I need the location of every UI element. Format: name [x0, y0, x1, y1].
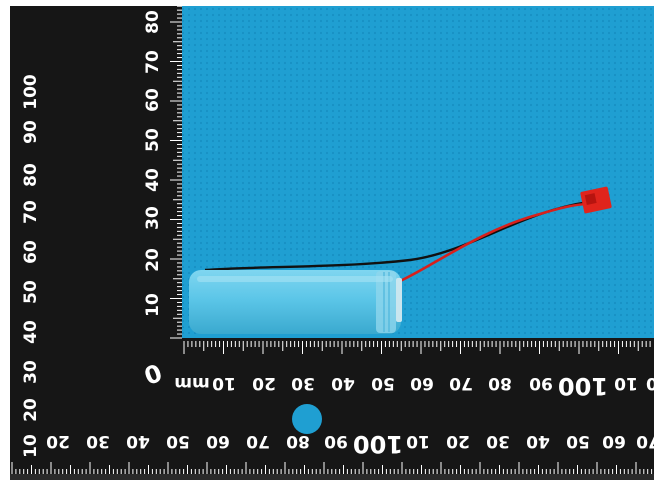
hruler-label: 40 — [331, 373, 355, 393]
bruler-label: 30 — [486, 431, 510, 451]
bruler-label: 100 — [353, 430, 403, 458]
lruler-label: 60 — [21, 240, 41, 264]
hruler-label: 20 — [252, 373, 276, 393]
bruler-label: 70 — [636, 431, 660, 451]
ruler-bottom-horizontal — [10, 338, 654, 476]
lruler-label: 10 — [21, 434, 41, 458]
hruler-label: 30 — [291, 373, 315, 393]
bruler-label: 10 — [406, 431, 430, 451]
vertical-ruler-ticks — [170, 5, 182, 339]
lruler-label: 50 — [21, 280, 41, 304]
hruler-label: 60 — [410, 373, 434, 393]
vruler-label: 50 — [143, 128, 163, 152]
bruler-label: 70 — [246, 431, 270, 451]
ruler-edge — [10, 474, 654, 480]
bruler-label: 20 — [446, 431, 470, 451]
bruler-label: 50 — [566, 431, 590, 451]
bruler-label: 20 — [46, 431, 70, 451]
lruler-label: 100 — [21, 74, 41, 110]
lruler-label: 20 — [21, 398, 41, 422]
bruler-label: 30 — [86, 431, 110, 451]
bottom-ruler-ticks — [11, 462, 653, 474]
bruler-label: 60 — [206, 431, 230, 451]
lruler-label: 30 — [21, 360, 41, 384]
lruler-label: 90 — [21, 120, 41, 144]
battery-cell — [189, 270, 402, 334]
hruler-label: 90 — [529, 373, 553, 393]
vruler-label: 60 — [143, 88, 163, 112]
ruler-hole — [292, 404, 322, 434]
hruler-label: 80 — [488, 373, 512, 393]
hruler-label: 100 — [558, 372, 608, 400]
vruler-label: 80 — [143, 10, 163, 34]
red-wire — [397, 202, 591, 284]
bottom-ruler-labels: 20 30 40 50 60 70 80 90 100 10 20 30 40 … — [46, 430, 660, 458]
vertical-ruler-labels: 10 20 30 40 50 60 70 80 — [143, 10, 163, 317]
bruler-label: 90 — [324, 431, 348, 451]
horizontal-ruler-labels: 0 mm 10 20 30 40 50 60 70 80 90 100 10 0 — [140, 358, 658, 400]
vruler-label: 10 — [143, 293, 163, 317]
bruler-label: 60 — [602, 431, 626, 451]
red-connector — [580, 186, 612, 214]
hruler-unit: mm — [174, 373, 209, 393]
bruler-label: 50 — [166, 431, 190, 451]
lruler-label: 80 — [21, 163, 41, 187]
bruler-label: 40 — [526, 431, 550, 451]
hruler-label: 10 — [212, 373, 236, 393]
hruler-label: 70 — [449, 373, 473, 393]
hruler-label: 50 — [371, 373, 395, 393]
vruler-label: 70 — [143, 50, 163, 74]
hruler-label: 0 — [646, 373, 658, 393]
lruler-label: 40 — [21, 320, 41, 344]
vruler-label: 30 — [143, 206, 163, 230]
horizontal-ruler-ticks — [183, 341, 651, 354]
vruler-label: 20 — [143, 248, 163, 272]
lruler-label: 70 — [21, 200, 41, 224]
vruler-label: 40 — [143, 168, 163, 192]
bruler-label: 40 — [126, 431, 150, 451]
bruler-label: 80 — [286, 431, 310, 451]
left-ruler-labels: 100 90 80 70 60 50 40 30 20 10 — [21, 74, 41, 458]
hruler-label: 10 — [614, 373, 638, 393]
